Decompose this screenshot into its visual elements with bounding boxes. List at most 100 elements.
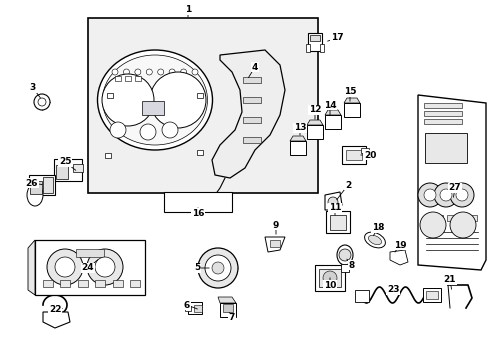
Circle shape — [212, 262, 224, 274]
Text: 27: 27 — [448, 184, 460, 197]
Ellipse shape — [364, 232, 385, 248]
Text: 24: 24 — [81, 260, 98, 273]
Circle shape — [38, 98, 46, 106]
Text: 14: 14 — [323, 100, 336, 115]
Bar — [319, 44, 324, 52]
Polygon shape — [212, 50, 285, 178]
Bar — [354, 290, 368, 302]
Bar — [30, 180, 42, 194]
Circle shape — [323, 271, 336, 285]
Polygon shape — [389, 250, 407, 265]
Text: 19: 19 — [393, 240, 406, 252]
Text: 9: 9 — [272, 220, 279, 234]
Bar — [29, 175, 55, 195]
Circle shape — [417, 183, 441, 207]
Text: 3: 3 — [30, 84, 40, 98]
Polygon shape — [325, 192, 341, 210]
Circle shape — [34, 94, 50, 110]
Text: 5: 5 — [193, 264, 209, 273]
Polygon shape — [417, 95, 485, 270]
Text: 13: 13 — [293, 123, 305, 135]
Circle shape — [123, 69, 129, 75]
Bar — [325, 211, 349, 233]
Text: 26: 26 — [26, 179, 42, 188]
Text: 11: 11 — [328, 203, 341, 215]
Text: 2: 2 — [336, 180, 350, 200]
Ellipse shape — [367, 235, 381, 245]
Bar — [423, 111, 461, 116]
Bar — [307, 33, 321, 51]
Bar — [43, 177, 53, 193]
Circle shape — [449, 183, 473, 207]
Bar — [112, 279, 122, 287]
Circle shape — [180, 69, 186, 75]
Bar — [423, 103, 461, 108]
Circle shape — [150, 72, 205, 128]
Text: 4: 4 — [248, 63, 258, 78]
Bar — [76, 249, 104, 257]
Bar — [325, 115, 340, 129]
Circle shape — [455, 189, 467, 201]
Bar — [360, 148, 368, 153]
Circle shape — [449, 212, 475, 238]
Polygon shape — [28, 240, 35, 295]
Circle shape — [112, 69, 118, 75]
Circle shape — [192, 69, 198, 75]
Circle shape — [423, 189, 435, 201]
Bar — [142, 101, 163, 115]
Bar — [130, 279, 140, 287]
Bar — [56, 165, 68, 179]
Bar — [35, 240, 145, 295]
Polygon shape — [325, 110, 340, 115]
Text: 6: 6 — [183, 301, 197, 310]
Bar — [424, 215, 430, 221]
Text: 21: 21 — [443, 275, 455, 289]
Text: 1: 1 — [184, 5, 191, 17]
Ellipse shape — [102, 55, 207, 145]
Circle shape — [204, 255, 230, 281]
Ellipse shape — [27, 184, 43, 206]
Circle shape — [338, 249, 350, 261]
Bar — [243, 137, 261, 143]
Circle shape — [169, 69, 175, 75]
Bar — [243, 77, 261, 83]
Bar — [61, 279, 70, 287]
Ellipse shape — [97, 50, 212, 150]
Text: 8: 8 — [346, 259, 354, 270]
Circle shape — [327, 197, 337, 207]
Bar — [306, 125, 323, 139]
Bar — [184, 306, 191, 310]
Bar — [341, 146, 365, 164]
Bar — [223, 304, 232, 312]
Circle shape — [102, 74, 154, 126]
Bar — [269, 239, 280, 247]
Bar — [163, 192, 231, 212]
Bar — [194, 305, 202, 311]
Text: 16: 16 — [191, 208, 204, 217]
Text: 25: 25 — [59, 158, 76, 170]
Bar — [446, 215, 453, 221]
Circle shape — [439, 189, 451, 201]
Bar — [54, 159, 82, 181]
Ellipse shape — [336, 245, 352, 265]
Text: 20: 20 — [360, 150, 375, 159]
Bar — [78, 279, 88, 287]
Bar — [73, 164, 83, 172]
Polygon shape — [43, 312, 70, 328]
Bar — [88, 18, 317, 193]
Text: 17: 17 — [327, 33, 343, 42]
Text: 10: 10 — [323, 278, 336, 289]
Bar — [187, 302, 202, 314]
Polygon shape — [289, 136, 305, 141]
Bar — [340, 264, 348, 272]
Circle shape — [95, 257, 115, 277]
Bar — [115, 76, 121, 81]
Bar — [107, 93, 113, 98]
Polygon shape — [306, 120, 323, 125]
Text: 22: 22 — [49, 306, 62, 315]
Bar — [243, 117, 261, 123]
Bar — [468, 215, 475, 221]
Bar — [197, 93, 203, 98]
Circle shape — [162, 122, 178, 138]
Bar — [314, 265, 345, 291]
